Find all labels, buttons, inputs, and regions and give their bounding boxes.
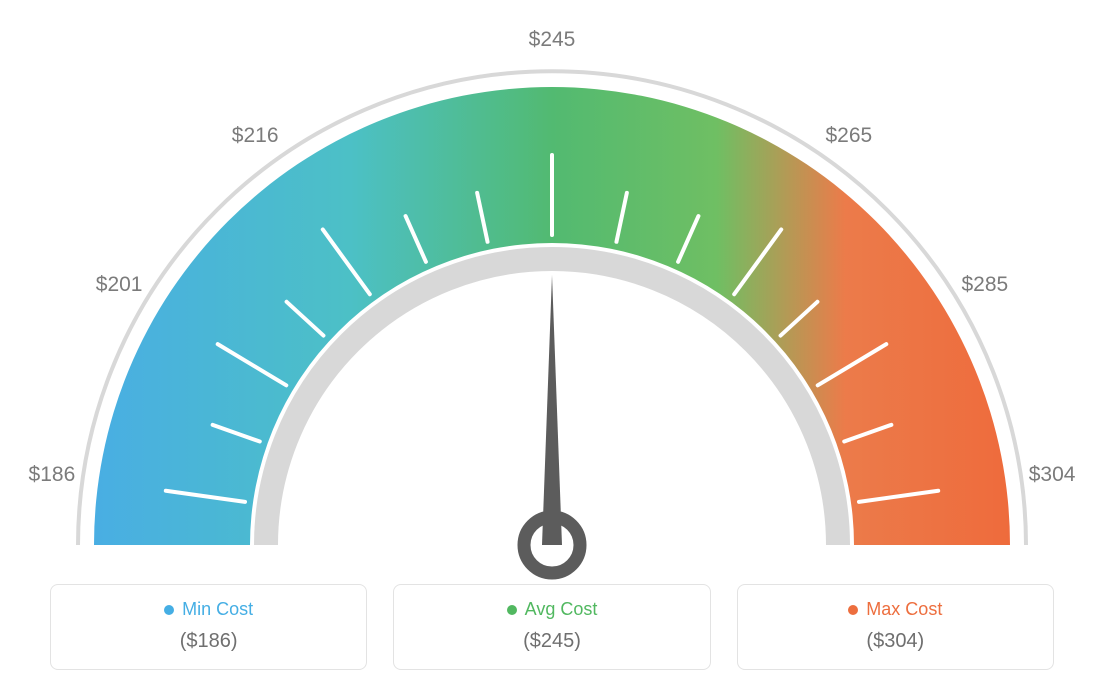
gauge-area: $186 $201 $216 $245 $265 $285 $304 [0, 0, 1104, 580]
card-value: ($304) [748, 630, 1043, 653]
gauge-tick-label: $304 [1029, 463, 1076, 487]
card-max-cost: Max Cost ($304) [737, 584, 1054, 670]
dot-icon [507, 605, 517, 615]
card-avg-cost: Avg Cost ($245) [393, 584, 710, 670]
dot-icon [848, 605, 858, 615]
gauge-tick-label: $265 [825, 124, 872, 148]
gauge-tick-label: $186 [29, 463, 76, 487]
dot-icon [164, 605, 174, 615]
gauge-svg [0, 0, 1104, 580]
gauge-tick-label: $245 [529, 28, 576, 52]
legend-cards: Min Cost ($186) Avg Cost ($245) Max Cost… [50, 584, 1054, 670]
card-label: Min Cost [182, 599, 253, 620]
card-value: ($186) [61, 630, 356, 653]
card-label: Avg Cost [525, 599, 598, 620]
card-label: Max Cost [866, 599, 942, 620]
card-min-cost: Min Cost ($186) [50, 584, 367, 670]
cost-gauge-chart: $186 $201 $216 $245 $265 $285 $304 Min Cost ($… [0, 0, 1104, 690]
gauge-tick-label: $201 [96, 273, 143, 297]
card-value: ($245) [404, 630, 699, 653]
gauge-tick-label: $216 [232, 124, 279, 148]
gauge-tick-label: $285 [962, 273, 1009, 297]
